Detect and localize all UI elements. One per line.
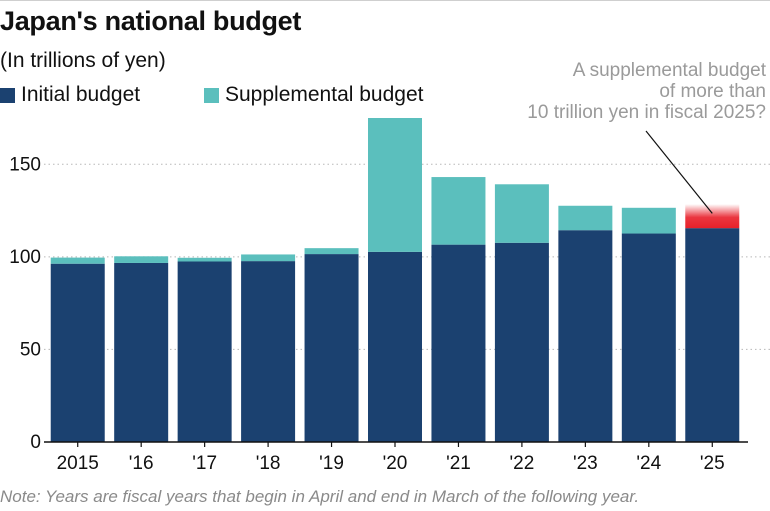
legend-swatch-supplemental — [204, 87, 219, 103]
bar-initial — [177, 261, 232, 442]
x-tick-label: '23 — [573, 453, 598, 474]
bar-projected-supplemental — [685, 204, 740, 229]
x-tick-label: 2015 — [57, 453, 99, 474]
x-tick-label: '19 — [319, 453, 344, 474]
budget-bar-chart: 0 50 100 150 2015 '16 '17 '18 '19 '20 '21 '22 '23 '24… — [9, 118, 770, 474]
bar-initial — [558, 230, 613, 442]
legend: Initial budget Supplemental budget — [0, 83, 560, 109]
bar-supplemental — [368, 118, 422, 252]
bar-initial — [304, 254, 359, 442]
x-tick-label: '25 — [700, 453, 725, 474]
legend-item-supplemental: Supplemental budget — [204, 83, 424, 107]
y-tick-label: 0 — [30, 432, 41, 453]
bar-supplemental — [621, 207, 676, 234]
bar-supplemental — [431, 177, 486, 245]
annotation-leader-line — [645, 130, 713, 214]
legend-label-supplemental: Supplemental budget — [225, 83, 424, 106]
bar-supplemental — [50, 257, 105, 264]
top-rule — [0, 0, 770, 1]
y-tick-label: 50 — [20, 339, 41, 360]
bar-initial — [431, 244, 486, 442]
annotation-line: of more than — [659, 81, 766, 102]
x-tick-label: '20 — [383, 453, 408, 474]
x-tick-label: '18 — [256, 453, 281, 474]
bar-supplemental — [304, 248, 359, 255]
footnote: Note: Years are fiscal years that begin … — [0, 487, 640, 506]
annotation-line: 10 trillion yen in fiscal 2025? — [527, 102, 766, 123]
bar-initial — [368, 251, 422, 442]
bar-initial — [685, 228, 740, 442]
x-tick-label: '24 — [636, 453, 661, 474]
bar-supplemental — [241, 254, 296, 262]
x-tick-label: '21 — [446, 453, 471, 474]
chart-subtitle: (In trillions of yen) — [0, 49, 166, 72]
legend-label-initial: Initial budget — [21, 83, 141, 106]
x-tick-label: '16 — [129, 453, 154, 474]
bar-initial — [494, 242, 549, 442]
annotation: A supplemental budget of more than 10 tr… — [436, 60, 766, 123]
bar-initial — [241, 261, 296, 442]
x-tick-label: '17 — [192, 453, 217, 474]
legend-item-initial: Initial budget — [0, 83, 140, 107]
bar-initial — [621, 233, 676, 442]
bar-supplemental — [177, 257, 232, 262]
bar-supplemental — [494, 184, 549, 243]
y-tick-label: 100 — [9, 247, 41, 268]
legend-swatch-initial — [0, 87, 15, 103]
bar-supplemental — [558, 205, 613, 231]
chart-title: Japan's national budget — [0, 6, 302, 36]
x-tick-label: '22 — [510, 453, 535, 474]
bar-initial — [114, 262, 169, 442]
y-tick-label: 150 — [9, 154, 41, 175]
annotation-line: A supplemental budget — [572, 60, 766, 81]
bar-initial — [50, 263, 105, 442]
bar-supplemental — [114, 256, 169, 263]
